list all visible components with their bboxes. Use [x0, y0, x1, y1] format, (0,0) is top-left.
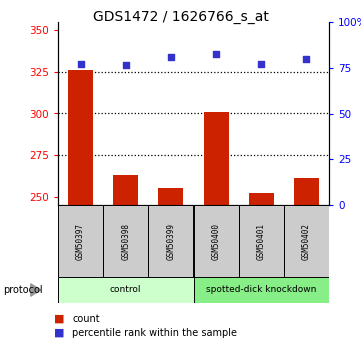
Bar [249, 193, 274, 205]
Text: GSM50401: GSM50401 [257, 223, 266, 259]
Text: GSM50399: GSM50399 [166, 223, 175, 259]
Bar [294, 178, 319, 205]
Bar [204, 112, 229, 205]
Text: GSM50402: GSM50402 [302, 223, 311, 259]
Bar [148, 205, 193, 277]
Point [304, 56, 309, 61]
Bar [193, 277, 329, 303]
Text: spotted-dick knockdown: spotted-dick knockdown [206, 286, 317, 295]
Text: ■: ■ [55, 328, 65, 338]
Point [78, 61, 83, 66]
Text: GSM50398: GSM50398 [121, 223, 130, 259]
Bar [158, 188, 183, 205]
Bar [284, 205, 329, 277]
Bar [239, 205, 284, 277]
Bar [193, 205, 239, 277]
Text: GSM50397: GSM50397 [76, 223, 85, 259]
Bar [113, 175, 138, 205]
Text: ■: ■ [55, 314, 65, 324]
Bar [68, 70, 93, 205]
Bar [58, 205, 103, 277]
Bar [103, 205, 148, 277]
Text: protocol: protocol [4, 285, 43, 295]
Point [168, 54, 174, 60]
Point [123, 62, 129, 68]
Bar [58, 277, 193, 303]
Text: count: count [73, 314, 100, 324]
Text: percentile rank within the sample: percentile rank within the sample [73, 328, 238, 338]
Point [258, 61, 264, 66]
Point [213, 51, 219, 56]
Text: GSM50400: GSM50400 [212, 223, 221, 259]
Text: control: control [110, 286, 142, 295]
Text: GDS1472 / 1626766_s_at: GDS1472 / 1626766_s_at [92, 10, 269, 24]
